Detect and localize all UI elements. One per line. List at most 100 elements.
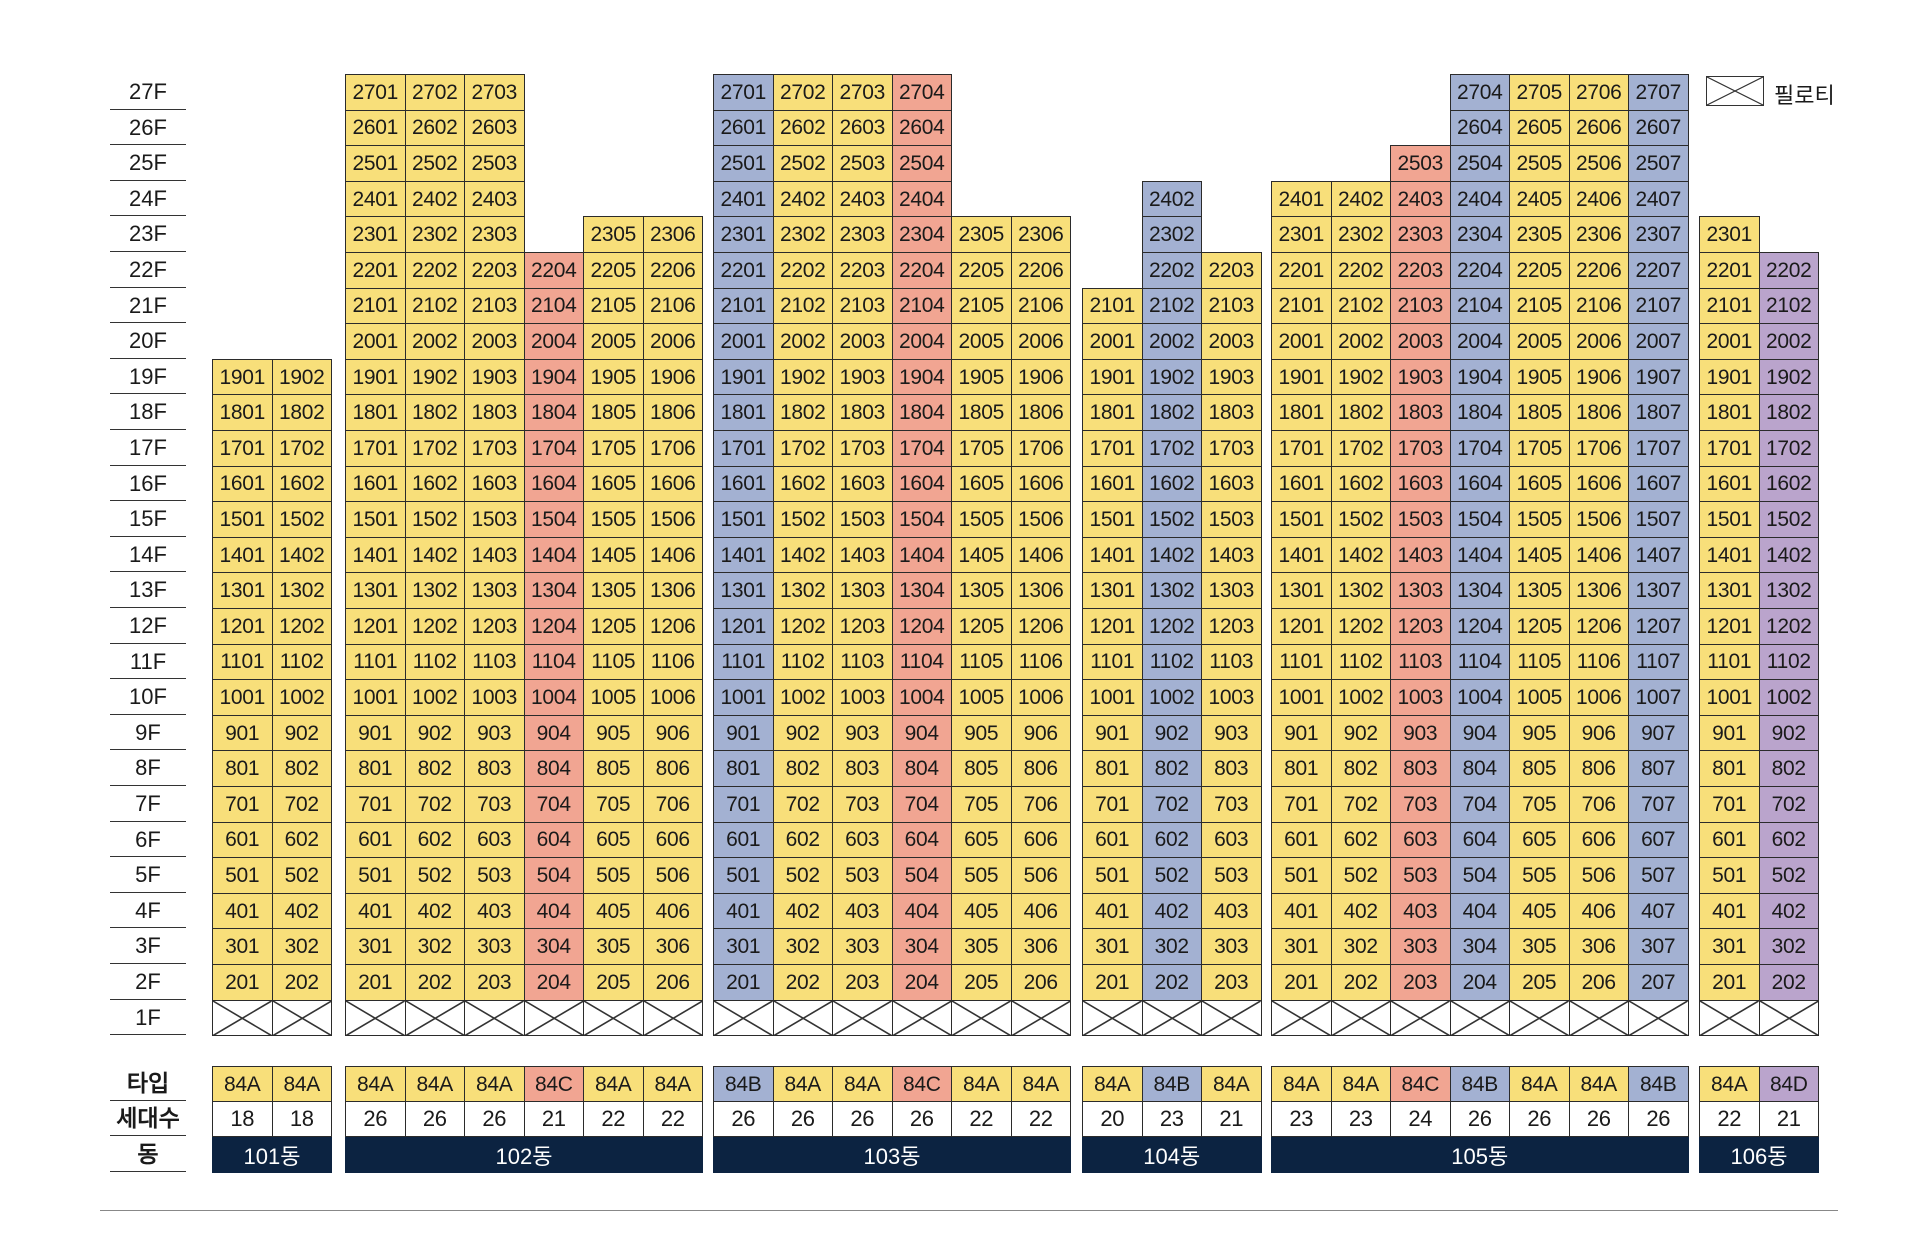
unit-cell: 502	[404, 857, 465, 894]
unit-cell: 2103	[1201, 287, 1262, 325]
piloti-cell	[1201, 999, 1262, 1037]
piloti-cell	[271, 999, 332, 1037]
unit-cell: 1202	[1758, 608, 1819, 645]
unit-cell: 1105	[1509, 643, 1570, 681]
unit-cell: 504	[1449, 857, 1510, 894]
unit-cell: 1303	[464, 572, 525, 609]
unit-cell: 1501	[1082, 501, 1143, 538]
unit-cell: 1005	[1509, 679, 1570, 716]
unit-cell: 902	[1330, 714, 1391, 752]
unit-cell: 804	[1449, 750, 1510, 787]
unit-cell: 1902	[1330, 358, 1391, 396]
unit-type-cell: 84A	[464, 1066, 525, 1102]
unit-cell: 1506	[642, 501, 703, 538]
unit-cell: 2305	[583, 216, 644, 253]
unit-cell: 1402	[1330, 536, 1391, 574]
unit-cell: 905	[951, 714, 1012, 752]
unit-cell: 2301	[1271, 216, 1332, 253]
floor-label: 20F	[110, 323, 186, 359]
unit-cell: 2701	[713, 74, 774, 111]
unit-cell: 502	[772, 857, 833, 894]
unit-cell: 2101	[1082, 287, 1143, 325]
unit-type-cell: 84A	[1271, 1066, 1332, 1102]
unit-cell: 1801	[1082, 394, 1143, 431]
unit-cell: 1101	[345, 643, 406, 681]
unit-cell: 307	[1628, 928, 1689, 965]
unit-cell: 401	[1699, 892, 1760, 930]
unit-cell: 501	[345, 857, 406, 894]
household-count-cell: 20	[1082, 1101, 1143, 1137]
unit-cell: 803	[1390, 750, 1451, 787]
unit-cell: 1703	[1390, 430, 1451, 467]
unit-cell: 2101	[1271, 287, 1332, 325]
unit-type-cell: 84D	[1758, 1066, 1819, 1102]
unit-cell: 1303	[1201, 572, 1262, 609]
unit-cell: 702	[1141, 786, 1202, 823]
unit-cell: 1806	[1010, 394, 1071, 431]
unit-cell: 1206	[642, 608, 703, 645]
unit-cell: 403	[1390, 892, 1451, 930]
unit-cell: 2204	[891, 252, 952, 289]
unit-cell: 1405	[1509, 536, 1570, 574]
unit-cell: 2304	[1449, 216, 1510, 253]
unit-cell: 1102	[772, 643, 833, 681]
unit-cell: 906	[1568, 714, 1629, 752]
household-count-cell: 26	[772, 1101, 833, 1137]
unit-cell: 1802	[1141, 394, 1202, 431]
unit-cell: 1903	[464, 358, 525, 396]
unit-cell: 204	[523, 964, 584, 1001]
unit-cell: 303	[1201, 928, 1262, 965]
unit-cell: 2205	[951, 252, 1012, 289]
unit-cell: 701	[1699, 786, 1760, 823]
unit-cell: 2305	[951, 216, 1012, 253]
household-count-cell: 21	[523, 1101, 584, 1137]
unit-cell: 2206	[1568, 252, 1629, 289]
unit-cell: 704	[891, 786, 952, 823]
piloti-cell	[212, 999, 273, 1037]
unit-cell: 1504	[891, 501, 952, 538]
unit-cell: 302	[404, 928, 465, 965]
unit-cell: 1903	[1390, 358, 1451, 396]
unit-cell: 1002	[271, 679, 332, 716]
unit-cell: 404	[523, 892, 584, 930]
unit-cell: 2401	[713, 180, 774, 218]
unit-cell: 601	[1271, 821, 1332, 859]
unit-cell: 606	[642, 821, 703, 859]
unit-type-cell: 84C	[1390, 1066, 1451, 1102]
unit-cell: 1203	[832, 608, 893, 645]
unit-cell: 2001	[713, 323, 774, 360]
unit-cell: 2102	[1141, 287, 1202, 325]
unit-cell: 2104	[523, 287, 584, 325]
unit-cell: 1305	[1509, 572, 1570, 609]
unit-cell: 904	[1449, 714, 1510, 752]
unit-cell: 2705	[1509, 74, 1570, 111]
unit-cell: 1406	[642, 536, 703, 574]
unit-cell: 1202	[271, 608, 332, 645]
unit-cell: 1201	[1699, 608, 1760, 645]
unit-cell: 303	[832, 928, 893, 965]
unit-cell: 1404	[891, 536, 952, 574]
unit-cell: 1906	[1568, 358, 1629, 396]
unit-cell: 1901	[1271, 358, 1332, 396]
unit-cell: 1801	[713, 394, 774, 431]
unit-cell: 2004	[1449, 323, 1510, 360]
unit-cell: 901	[1699, 714, 1760, 752]
unit-cell: 1005	[583, 679, 644, 716]
unit-cell: 1501	[713, 501, 774, 538]
unit-cell: 2403	[832, 180, 893, 218]
unit-cell: 1603	[1390, 465, 1451, 503]
unit-cell: 1302	[772, 572, 833, 609]
unit-cell: 201	[1699, 964, 1760, 1001]
unit-cell: 805	[951, 750, 1012, 787]
household-count-cell: 22	[1010, 1101, 1071, 1137]
unit-cell: 605	[583, 821, 644, 859]
row-label-building: 동	[110, 1137, 186, 1172]
unit-cell: 601	[345, 821, 406, 859]
building-label: 101동	[212, 1137, 332, 1173]
floor-label: 27F	[110, 74, 186, 110]
unit-cell: 2501	[345, 145, 406, 182]
unit-cell: 2404	[891, 180, 952, 218]
unit-cell: 1902	[1758, 358, 1819, 396]
unit-cell: 1401	[345, 536, 406, 574]
household-count-cell: 21	[1201, 1101, 1262, 1137]
